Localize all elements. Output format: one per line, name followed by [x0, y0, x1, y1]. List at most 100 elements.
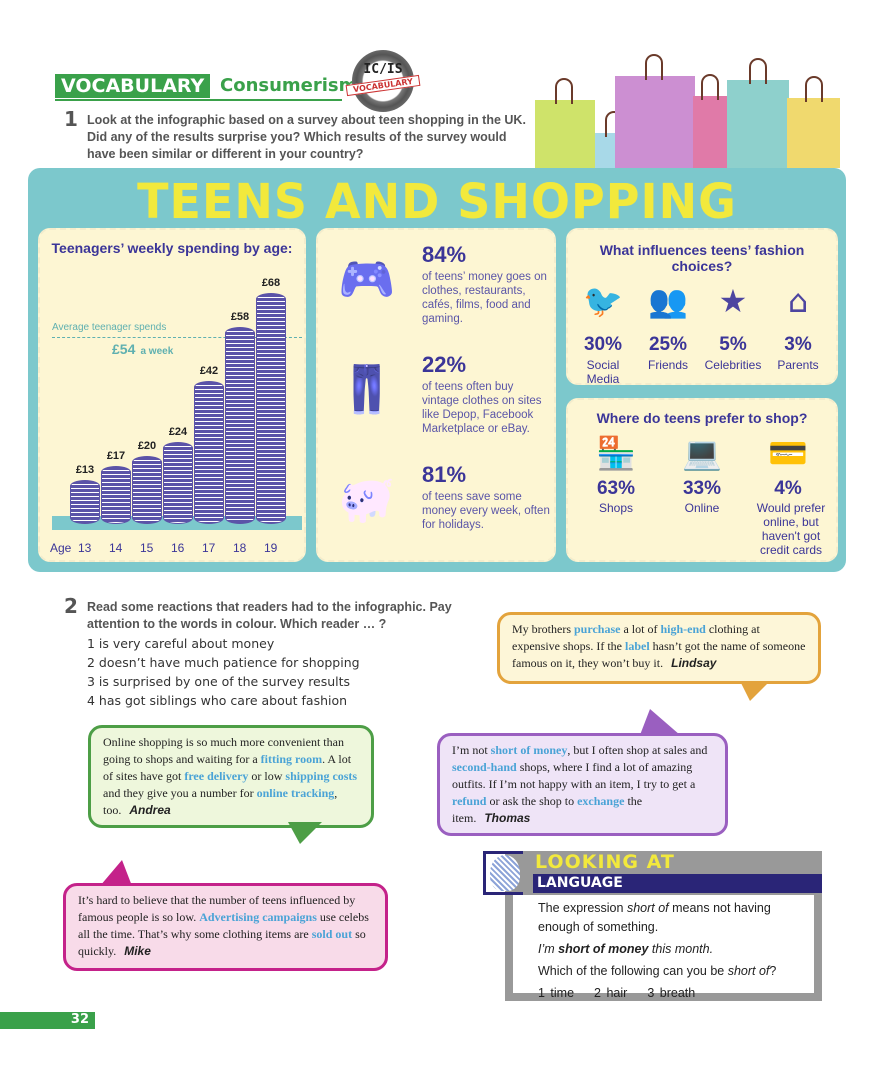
bar-value-label: £68 [261, 276, 281, 289]
friends-icon: 👥 [648, 282, 688, 320]
bubble-text: My brothers [512, 622, 574, 636]
average-line [52, 337, 302, 338]
question-2-list: 1 is very careful about money 2 doesn’t … [87, 634, 360, 710]
bubble-text: I’m not [452, 743, 491, 757]
bubble-text: so quickly. [78, 927, 366, 958]
bubble-tail [288, 822, 322, 844]
x-tick-label: 18 [233, 541, 247, 555]
bubble-tail [740, 681, 770, 701]
bar-value-label: £24 [168, 426, 188, 439]
language-question: Which of the following can you be short … [538, 964, 777, 978]
average-label: Average teenager spends [52, 322, 167, 333]
bubble-tail [640, 709, 680, 735]
list-item: 1 is very careful about money [87, 636, 275, 651]
where-title: Where do teens prefer to shop? [596, 410, 808, 426]
bar-coin-stack [163, 442, 193, 524]
vocabulary-word: refund [452, 794, 487, 808]
bubble-text: clothing at expensive shops. If the [512, 622, 760, 653]
shop-percent: 4% [774, 478, 802, 499]
question-2-number: 2 [64, 594, 78, 618]
shop-icon: 🏪 [596, 434, 636, 472]
section-topic: Consumerism [220, 75, 358, 96]
speech-bubble-mike: It’s hard to believe that the number of … [63, 883, 388, 971]
x-tick-label: 17 [202, 541, 216, 555]
reader-name: Andrea [129, 803, 171, 817]
x-tick-label: 14 [109, 541, 123, 555]
speech-bubble-lindsay: My brothers purchase a lot of high-end c… [497, 612, 821, 684]
list-item: 3 is surprised by one of the survey resu… [87, 674, 351, 689]
bubble-text: the item. [452, 794, 643, 825]
list-item: 2 doesn’t have much patience for shoppin… [87, 655, 360, 670]
fact-percent: 22% [422, 352, 467, 377]
vocabulary-word: fitting room [260, 752, 323, 766]
bar-value-label: £17 [106, 450, 126, 463]
vocabulary-word: sold out [311, 927, 353, 941]
bubble-text: Online shopping is so much more convenie… [103, 735, 344, 766]
shop-label: Shops [598, 501, 634, 515]
influences-title: What influences teens’ fashion choices? [599, 242, 805, 274]
trousers-icon: 👖 [338, 362, 396, 416]
vocabulary-word: Advertising campaigns [199, 910, 317, 924]
ic-is-vocabulary-badge: IC/IS VOCABULARY [345, 50, 421, 112]
looking-at-title: LOOKING AT [535, 851, 675, 873]
speech-bubble-andrea: Online shopping is so much more convenie… [88, 725, 374, 828]
language-content: The expression short of means not having… [513, 895, 814, 1000]
definition: The expression short of means not having… [538, 901, 771, 934]
fact-percent: 84% [422, 242, 467, 267]
where-card: Where do teens prefer to shop? 🏪 63% Shops… [566, 398, 838, 562]
vocabulary-word: exchange [577, 794, 625, 808]
x-axis-label: Age [50, 541, 72, 555]
page-number: 32 [0, 1012, 95, 1029]
fact-text: of teens’ money goes on clothes, restaur… [422, 271, 547, 325]
influence-label: Celebrities [704, 358, 762, 372]
section-label: VOCABULARY [55, 74, 211, 98]
influence-percent: 25% [648, 334, 688, 355]
bubble-text: , too. [103, 786, 338, 817]
reader-name: Mike [124, 944, 151, 958]
credit-card-icon: 💳 [768, 434, 808, 472]
bubble-text: a lot of [620, 622, 661, 636]
question-2-text: Read some reactions that readers had to … [87, 600, 452, 631]
bracket-left [483, 851, 523, 895]
influence-label: Friends [647, 358, 688, 372]
x-tick-label: 16 [171, 541, 185, 555]
influence-percent: 30% [583, 334, 623, 355]
bar-coin-stack [101, 466, 131, 524]
reader-name: Thomas [484, 811, 531, 825]
looking-at-language-box: LOOKING AT LANGUAGE The expression short… [483, 851, 822, 1001]
influence-percent: 3% [784, 334, 812, 355]
shopping-bags-illustration [535, 54, 840, 168]
shop-label: Would prefer online, but haven't got cre… [756, 501, 826, 557]
vocabulary-word: label [624, 639, 650, 653]
bubble-text: , but I often shop at sales and [567, 743, 708, 757]
language-options: 1 time 2 hair 3 breath [538, 986, 696, 1000]
bar-coin-stack [132, 456, 162, 524]
bar-value-label: £13 [75, 463, 95, 476]
bubble-text: shops, where I find a lot of amazing out… [452, 760, 696, 791]
influences-card: What influences teens’ fashion choices? … [566, 228, 838, 386]
bar-coin-stack [194, 381, 224, 524]
influence-percent: 5% [719, 334, 747, 355]
bubble-tail [100, 860, 132, 886]
fact-text: of teens save some money every week, oft… [422, 491, 550, 531]
vocabulary-word: free delivery [184, 769, 249, 783]
facts-card: 🎮 84% of teens’ money goes on clothes, res… [316, 228, 556, 562]
x-tick-label: 15 [140, 541, 154, 555]
influence-label: Parents [777, 358, 819, 372]
vocabulary-word: shipping costs [285, 769, 358, 783]
fact-percent: 81% [422, 462, 467, 487]
bubble-text: hasn’t got the name of someone famous on… [512, 639, 806, 670]
bar-value-label: £58 [230, 310, 250, 323]
shop-percent: 33% [682, 478, 722, 499]
bar-coin-stack [70, 479, 100, 524]
shop-label: Online [684, 501, 720, 515]
shop-percent: 63% [596, 478, 636, 499]
x-tick-label: 13 [78, 541, 92, 555]
bubble-text: . A lot of sites have got [103, 752, 352, 783]
bar-value-label: £20 [137, 440, 157, 452]
star-icon: ★ [718, 282, 748, 320]
spending-chart-card: Teenagers’ weekly spending by age: Avera… [38, 228, 306, 562]
x-tick-label: 19 [264, 541, 278, 555]
list-item: 4 has got siblings who care about fashio… [87, 693, 348, 708]
bubble-text: It’s hard to believe that the number of … [78, 893, 356, 924]
